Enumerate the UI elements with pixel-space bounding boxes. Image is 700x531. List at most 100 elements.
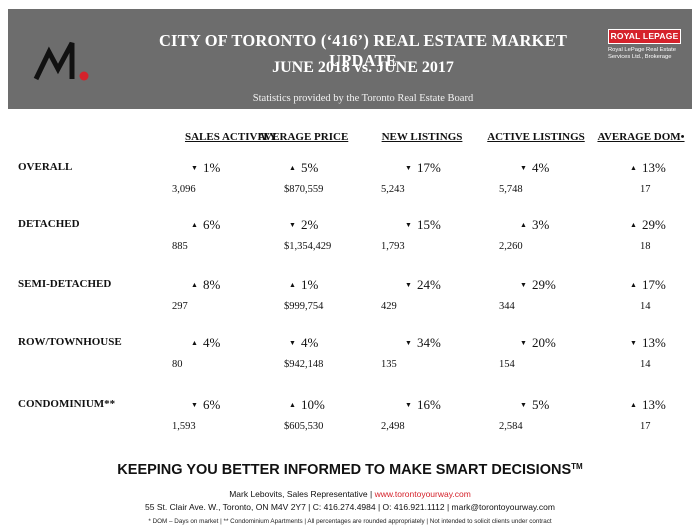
metric-value: 5,243 xyxy=(381,184,405,195)
row-label: SEMI-DETACHED xyxy=(18,278,112,290)
percent-change: ▼ 20% xyxy=(520,335,556,351)
data-source-note: Statistics provided by the Toronto Real … xyxy=(252,93,474,104)
percent-value: 10% xyxy=(300,397,325,412)
percent-value: 34% xyxy=(416,335,441,350)
arrow-up-icon: ▲ xyxy=(520,221,527,229)
metric-value: 14 xyxy=(640,301,651,312)
percent-value: 13% xyxy=(641,335,666,350)
metric-value: 344 xyxy=(499,301,515,312)
percent-change: ▼ 24% xyxy=(405,277,441,293)
percent-change: ▲ 17% xyxy=(630,277,666,293)
metric-value: 1,793 xyxy=(381,241,405,252)
percent-value: 4% xyxy=(531,160,550,175)
arrow-up-icon: ▲ xyxy=(630,164,637,172)
metric-value: 17 xyxy=(640,184,651,195)
brokerage-logo-block: ROYAL LEPAGE Royal LePage Real Estate Se… xyxy=(608,29,681,79)
percent-change: ▲ 4% xyxy=(191,335,220,351)
percent-change: ▲ 6% xyxy=(191,217,220,233)
arrow-down-icon: ▼ xyxy=(405,164,412,172)
percent-value: 6% xyxy=(202,217,221,232)
arrow-down-icon: ▼ xyxy=(520,339,527,347)
percent-value: 4% xyxy=(300,335,319,350)
arrow-up-icon: ▲ xyxy=(289,164,296,172)
arrow-up-icon: ▲ xyxy=(191,339,198,347)
column-header-average-dom: AVERAGE DOM• xyxy=(597,131,685,143)
column-header-new-listings: NEW LISTINGS xyxy=(381,131,463,143)
metric-value: 3,096 xyxy=(172,184,196,195)
percent-change: ▼ 15% xyxy=(405,217,441,233)
arrow-up-icon: ▲ xyxy=(289,281,296,289)
column-header-average-price: AVERAGE PRICE xyxy=(257,131,349,143)
arrow-down-icon: ▼ xyxy=(289,339,296,347)
metric-value: 17 xyxy=(640,421,651,432)
trademark-mark: TM xyxy=(571,462,583,471)
percent-change: ▼ 13% xyxy=(630,335,666,351)
page-title: CITY OF TORONTO (‘416’) REAL ESTATE MARK… xyxy=(158,31,568,70)
arrow-down-icon: ▼ xyxy=(520,164,527,172)
percent-value: 20% xyxy=(531,335,556,350)
contact-info: 55 St. Clair Ave. W., Toronto, ON M4V 2Y… xyxy=(145,502,555,512)
percent-change: ▼ 17% xyxy=(405,160,441,176)
website-link[interactable]: www.torontoyourway.com xyxy=(374,489,471,499)
row-label: ROW/TOWNHOUSE xyxy=(18,336,122,348)
row-label: DETACHED xyxy=(18,218,80,230)
tagline: KEEPING YOU BETTER INFORMED TO MAKE SMAR… xyxy=(117,462,583,478)
percent-value: 1% xyxy=(300,277,319,292)
arrow-down-icon: ▼ xyxy=(191,164,198,172)
percent-value: 16% xyxy=(416,397,441,412)
metric-value: $942,148 xyxy=(284,359,324,370)
arrow-down-icon: ▼ xyxy=(405,221,412,229)
metric-value: 2,584 xyxy=(499,421,523,432)
arrow-down-icon: ▼ xyxy=(520,401,527,409)
header-banner: CITY OF TORONTO (‘416’) REAL ESTATE MARK… xyxy=(8,9,692,109)
brokerage-name: Royal LePage Real Estate Services Ltd., … xyxy=(608,47,676,60)
arrow-up-icon: ▲ xyxy=(630,221,637,229)
percent-change: ▼ 34% xyxy=(405,335,441,351)
percent-value: 13% xyxy=(641,160,666,175)
arrow-down-icon: ▼ xyxy=(520,281,527,289)
metric-value: 2,260 xyxy=(499,241,523,252)
metric-value: 154 xyxy=(499,359,515,370)
percent-value: 5% xyxy=(300,160,319,175)
percent-change: ▲ 1% xyxy=(289,277,318,293)
percent-change: ▲ 13% xyxy=(630,160,666,176)
percent-value: 5% xyxy=(531,397,550,412)
metric-value: 429 xyxy=(381,301,397,312)
column-header-sales-activity: SALES ACTIVITY xyxy=(184,131,277,143)
percent-change: ▲ 10% xyxy=(289,397,325,413)
percent-value: 15% xyxy=(416,217,441,232)
metric-value: 5,748 xyxy=(499,184,523,195)
metric-value: 1,593 xyxy=(172,421,196,432)
arrow-down-icon: ▼ xyxy=(289,221,296,229)
percent-value: 13% xyxy=(641,397,666,412)
percent-change: ▲ 8% xyxy=(191,277,220,293)
percent-change: ▼ 4% xyxy=(520,160,549,176)
metric-value: $999,754 xyxy=(284,301,324,312)
percent-change: ▲ 3% xyxy=(520,217,549,233)
percent-value: 17% xyxy=(641,277,666,292)
arrow-up-icon: ▲ xyxy=(191,281,198,289)
metric-value: $870,559 xyxy=(284,184,324,195)
row-label: OVERALL xyxy=(18,161,73,173)
percent-value: 8% xyxy=(202,277,221,292)
metric-value: 18 xyxy=(640,241,651,252)
arrow-down-icon: ▼ xyxy=(191,401,198,409)
metric-value: 297 xyxy=(172,301,188,312)
percent-value: 17% xyxy=(416,160,441,175)
percent-change: ▼ 2% xyxy=(289,217,318,233)
footnote: * DOM – Days on market | ** Condominium … xyxy=(148,518,552,525)
percent-change: ▲ 5% xyxy=(289,160,318,176)
percent-change: ▼ 5% xyxy=(520,397,549,413)
percent-value: 3% xyxy=(531,217,550,232)
arrow-up-icon: ▲ xyxy=(289,401,296,409)
row-label: CONDOMINIUM** xyxy=(18,398,116,410)
percent-value: 6% xyxy=(202,397,221,412)
arrow-up-icon: ▲ xyxy=(630,401,637,409)
metric-value: 80 xyxy=(172,359,183,370)
metric-value: 135 xyxy=(381,359,397,370)
arrow-down-icon: ▼ xyxy=(405,401,412,409)
arrow-up-icon: ▲ xyxy=(191,221,198,229)
agent-line: Mark Lebovits, Sales Representative | ww… xyxy=(0,489,700,499)
percent-change: ▼ 4% xyxy=(289,335,318,351)
percent-change: ▼ 29% xyxy=(520,277,556,293)
